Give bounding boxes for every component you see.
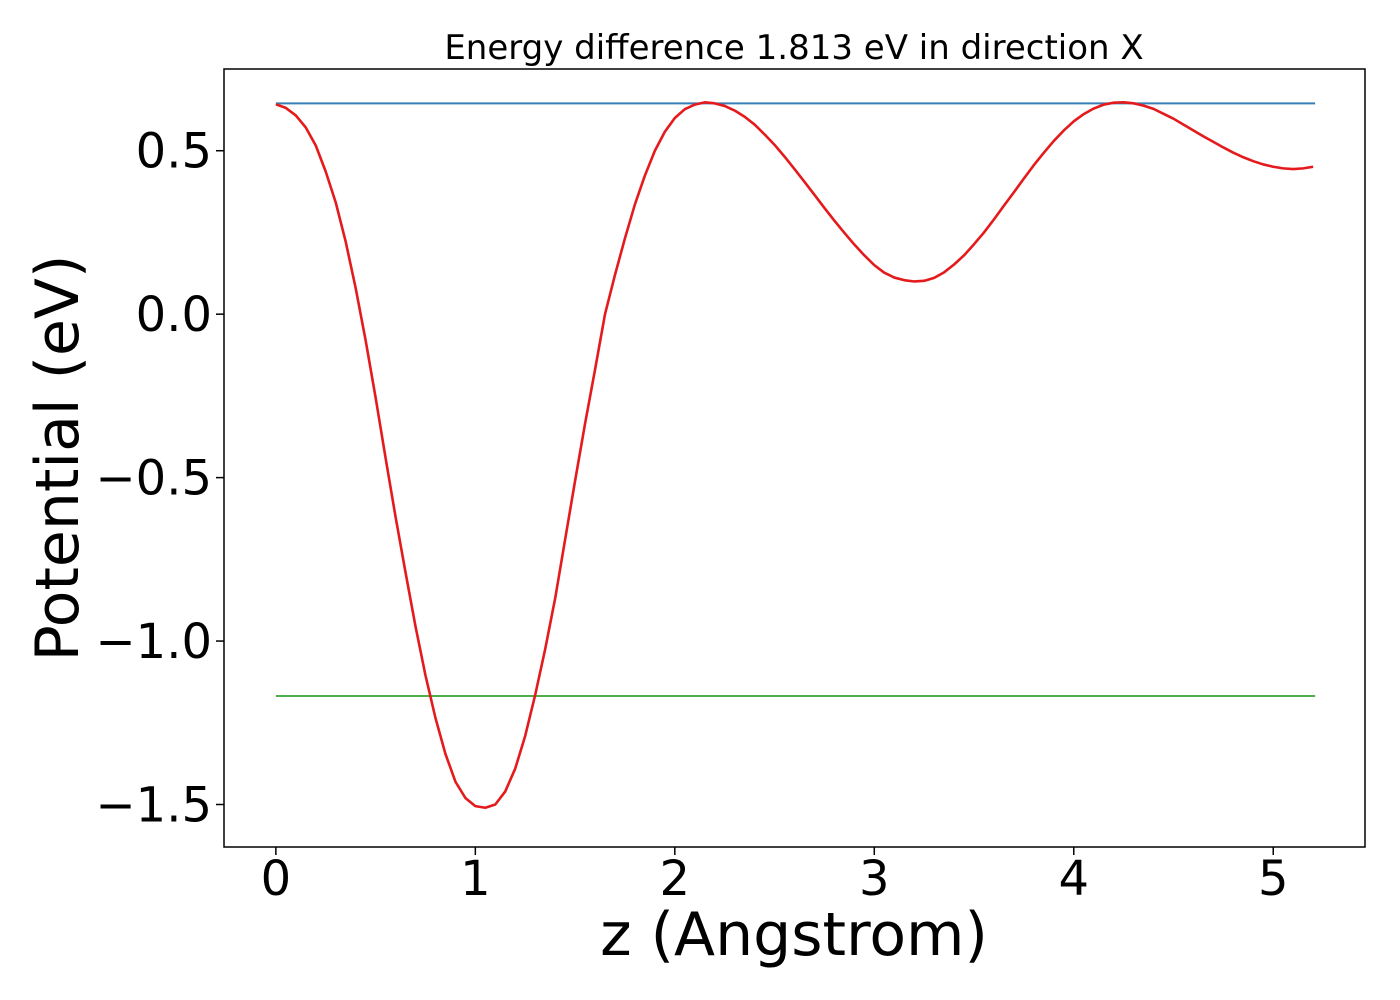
y-axis-ticks: −1.5 −1.0 −0.5 0.0 0.5 bbox=[95, 124, 224, 834]
x-axis-ticks: 0 1 2 3 4 5 bbox=[261, 847, 1289, 907]
x-tick-label: 2 bbox=[660, 851, 691, 907]
axes-frame bbox=[223, 68, 1366, 848]
x-tick-label: 3 bbox=[859, 851, 890, 907]
potential-curve bbox=[275, 101, 1314, 810]
x-tick-label: 5 bbox=[1258, 851, 1289, 907]
y-tick-label: −0.5 bbox=[95, 451, 212, 507]
x-axis-label: z (Angstrom) bbox=[600, 900, 988, 970]
y-tick-label: −1.0 bbox=[95, 614, 212, 670]
x-tick-label: 1 bbox=[460, 851, 491, 907]
chart-title: Energy difference 1.813 eV in direction … bbox=[444, 28, 1143, 68]
y-axis-label: Potential (eV) bbox=[23, 255, 93, 662]
plot-area bbox=[275, 101, 1316, 810]
y-tick-label: 0.0 bbox=[136, 287, 212, 343]
x-tick-label: 4 bbox=[1058, 851, 1089, 907]
x-tick-label: 0 bbox=[261, 851, 292, 907]
y-tick-label: 0.5 bbox=[136, 124, 212, 180]
y-tick-label: −1.5 bbox=[95, 778, 212, 834]
